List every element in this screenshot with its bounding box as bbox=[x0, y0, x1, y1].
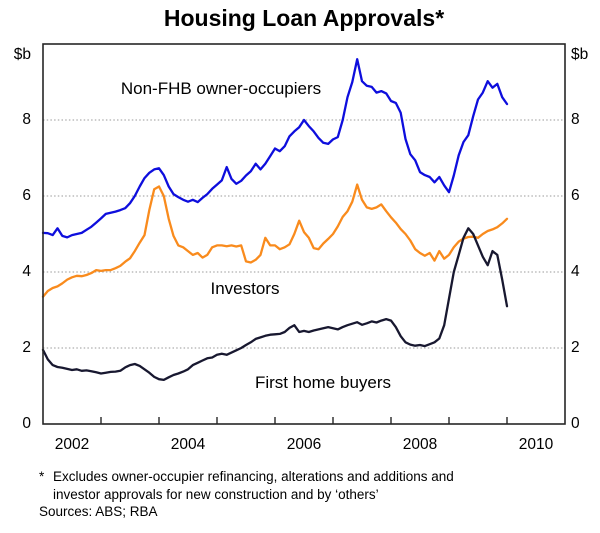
chart-title: Housing Loan Approvals* bbox=[163, 5, 445, 31]
y-tick-label-left: 0 bbox=[22, 415, 31, 432]
y-tick-label-left: 4 bbox=[22, 263, 31, 280]
y-tick-label-right: 2 bbox=[571, 339, 580, 356]
footnote-line-2: investor approvals for new construction … bbox=[39, 486, 579, 504]
footnote-text-1: Excludes owner-occupier refinancing, alt… bbox=[53, 469, 454, 484]
y-axis-unit-right: $b bbox=[571, 46, 589, 63]
x-tick-label: 2004 bbox=[170, 436, 206, 453]
series-label-non-fhb: Non-FHB owner-occupiers bbox=[120, 79, 322, 98]
x-tick-label: 2010 bbox=[518, 436, 554, 453]
footnote-text-2: investor approvals for new construction … bbox=[53, 486, 379, 502]
y-tick-label-left: 6 bbox=[22, 187, 31, 204]
footnote: * Excludes owner-occupier refinancing, a… bbox=[39, 468, 579, 521]
x-tick-label: 2008 bbox=[402, 436, 438, 453]
x-tick-label: 2002 bbox=[54, 436, 90, 453]
footnote-line-1: * Excludes owner-occupier refinancing, a… bbox=[39, 468, 579, 486]
y-tick-label-right: 6 bbox=[571, 187, 580, 204]
y-tick-label-right: 4 bbox=[571, 263, 580, 280]
y-axis-unit-left: $b bbox=[13, 46, 31, 63]
y-tick-label-left: 2 bbox=[22, 339, 31, 356]
series-label-first-home-buyers: First home buyers bbox=[254, 373, 392, 392]
y-tick-label-right: 8 bbox=[571, 111, 580, 128]
x-tick-label: 2006 bbox=[286, 436, 322, 453]
footnote-asterisk: * bbox=[39, 469, 45, 484]
series-label-investors: Investors bbox=[210, 279, 280, 298]
y-tick-label-left: 8 bbox=[22, 111, 31, 128]
y-tick-label-right: 0 bbox=[571, 415, 580, 432]
sources-line: Sources: ABS; RBA bbox=[39, 504, 158, 519]
